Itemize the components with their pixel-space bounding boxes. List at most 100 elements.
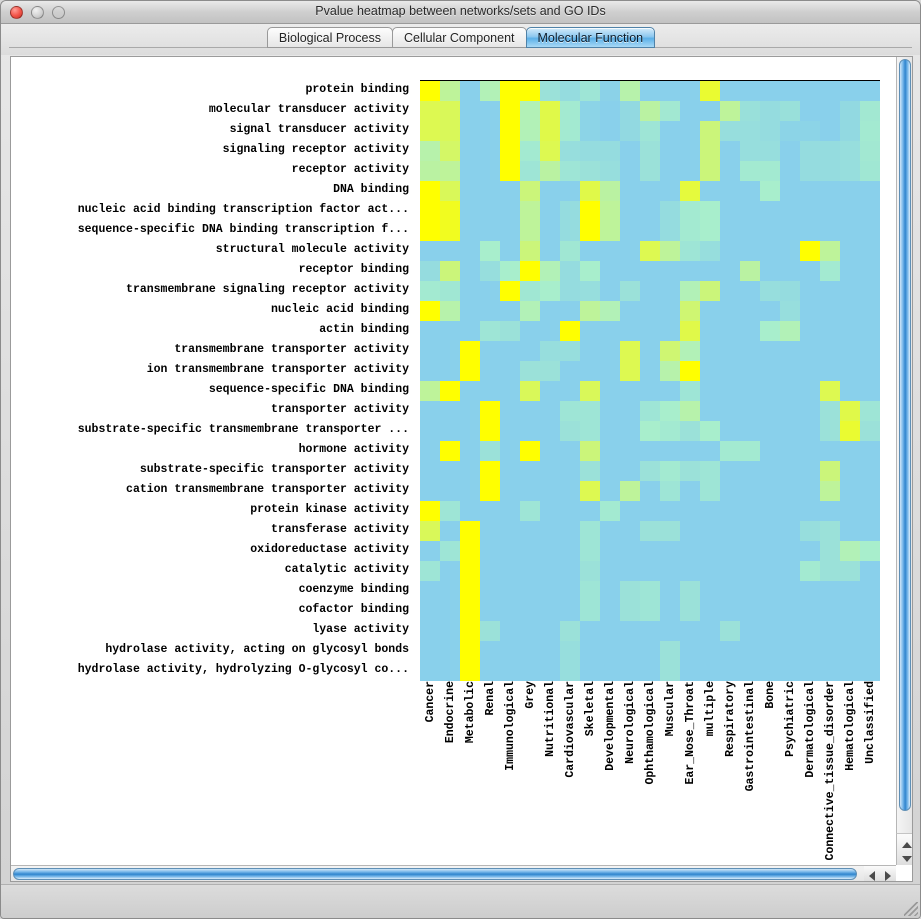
- heatmap-cell[interactable]: [520, 261, 540, 281]
- heatmap-cell[interactable]: [860, 201, 880, 221]
- heatmap-cell[interactable]: [760, 461, 780, 481]
- heatmap-cell[interactable]: [840, 541, 860, 561]
- heatmap-cell[interactable]: [480, 221, 500, 241]
- heatmap-cell[interactable]: [460, 121, 480, 141]
- heatmap-cell[interactable]: [500, 401, 520, 421]
- heatmap-cell[interactable]: [580, 621, 600, 641]
- heatmap-cell[interactable]: [780, 621, 800, 641]
- heatmap-cell[interactable]: [700, 301, 720, 321]
- heatmap-cell[interactable]: [860, 341, 880, 361]
- heatmap-cell[interactable]: [460, 661, 480, 681]
- heatmap-cell[interactable]: [600, 401, 620, 421]
- heatmap-cell[interactable]: [700, 541, 720, 561]
- heatmap-cell[interactable]: [800, 461, 820, 481]
- tab-biological-process[interactable]: Biological Process: [266, 27, 394, 48]
- heatmap-cell[interactable]: [440, 521, 460, 541]
- heatmap-cell[interactable]: [620, 361, 640, 381]
- heatmap-cell[interactable]: [660, 381, 680, 401]
- heatmap-cell[interactable]: [640, 201, 660, 221]
- heatmap-cell[interactable]: [840, 101, 860, 121]
- heatmap-cell[interactable]: [440, 301, 460, 321]
- heatmap-cell[interactable]: [840, 181, 860, 201]
- heatmap-cell[interactable]: [860, 521, 880, 541]
- heatmap-cell[interactable]: [640, 181, 660, 201]
- heatmap-cell[interactable]: [860, 381, 880, 401]
- heatmap-cell[interactable]: [520, 441, 540, 461]
- heatmap-cell[interactable]: [700, 381, 720, 401]
- heatmap-cell[interactable]: [800, 201, 820, 221]
- heatmap-cell[interactable]: [600, 541, 620, 561]
- heatmap-cell[interactable]: [440, 241, 460, 261]
- heatmap-cell[interactable]: [640, 641, 660, 661]
- heatmap-cell[interactable]: [780, 381, 800, 401]
- heatmap-cell[interactable]: [640, 541, 660, 561]
- heatmap-cell[interactable]: [660, 441, 680, 461]
- heatmap-cell[interactable]: [660, 281, 680, 301]
- heatmap-cell[interactable]: [820, 661, 840, 681]
- heatmap-cell[interactable]: [620, 241, 640, 261]
- heatmap-cell[interactable]: [560, 541, 580, 561]
- heatmap-cell[interactable]: [580, 481, 600, 501]
- heatmap-cell[interactable]: [860, 221, 880, 241]
- heatmap-cell[interactable]: [700, 421, 720, 441]
- heatmap-cell[interactable]: [700, 641, 720, 661]
- heatmap-cell[interactable]: [580, 521, 600, 541]
- heatmap-cell[interactable]: [720, 601, 740, 621]
- heatmap-cell[interactable]: [560, 561, 580, 581]
- heatmap-cell[interactable]: [540, 401, 560, 421]
- heatmap-cell[interactable]: [560, 161, 580, 181]
- heatmap-cell[interactable]: [660, 541, 680, 561]
- heatmap-cell[interactable]: [600, 361, 620, 381]
- heatmap-cell[interactable]: [500, 201, 520, 221]
- heatmap-cell[interactable]: [740, 261, 760, 281]
- heatmap-cell[interactable]: [760, 661, 780, 681]
- heatmap-cell[interactable]: [780, 121, 800, 141]
- heatmap-cell[interactable]: [740, 81, 760, 101]
- heatmap-cell[interactable]: [580, 261, 600, 281]
- heatmap-cell[interactable]: [680, 121, 700, 141]
- heatmap-cell[interactable]: [620, 541, 640, 561]
- heatmap-cell[interactable]: [820, 441, 840, 461]
- heatmap-cell[interactable]: [660, 601, 680, 621]
- heatmap-cell[interactable]: [460, 541, 480, 561]
- heatmap-cell[interactable]: [740, 661, 760, 681]
- heatmap-cell[interactable]: [800, 581, 820, 601]
- heatmap-cell[interactable]: [760, 641, 780, 661]
- heatmap-cell[interactable]: [560, 241, 580, 261]
- scroll-right-icon[interactable]: [885, 871, 891, 881]
- heatmap-cell[interactable]: [780, 161, 800, 181]
- heatmap-cell[interactable]: [580, 241, 600, 261]
- heatmap-cell[interactable]: [680, 81, 700, 101]
- heatmap-cell[interactable]: [780, 541, 800, 561]
- heatmap-cell[interactable]: [640, 141, 660, 161]
- heatmap-cell[interactable]: [500, 341, 520, 361]
- heatmap-cell[interactable]: [620, 641, 640, 661]
- heatmap-cell[interactable]: [560, 341, 580, 361]
- heatmap-cell[interactable]: [480, 161, 500, 181]
- heatmap-cell[interactable]: [460, 561, 480, 581]
- heatmap-cell[interactable]: [500, 421, 520, 441]
- heatmap-cell[interactable]: [700, 161, 720, 181]
- heatmap-cell[interactable]: [860, 321, 880, 341]
- heatmap-cell[interactable]: [540, 421, 560, 441]
- heatmap-cell[interactable]: [480, 241, 500, 261]
- heatmap-cell[interactable]: [840, 81, 860, 101]
- heatmap-cell[interactable]: [680, 241, 700, 261]
- heatmap-cell[interactable]: [460, 401, 480, 421]
- heatmap-cell[interactable]: [780, 661, 800, 681]
- heatmap-cell[interactable]: [740, 561, 760, 581]
- tab-molecular-function[interactable]: Molecular Function: [525, 27, 656, 48]
- heatmap-cell[interactable]: [480, 101, 500, 121]
- heatmap-cell[interactable]: [680, 381, 700, 401]
- heatmap-cell[interactable]: [640, 321, 660, 341]
- heatmap-cell[interactable]: [660, 301, 680, 321]
- heatmap-cell[interactable]: [540, 221, 560, 241]
- heatmap-cell[interactable]: [780, 281, 800, 301]
- heatmap-cell[interactable]: [640, 401, 660, 421]
- heatmap-cell[interactable]: [540, 341, 560, 361]
- heatmap-cell[interactable]: [420, 541, 440, 561]
- heatmap-cell[interactable]: [760, 221, 780, 241]
- heatmap-cell[interactable]: [820, 201, 840, 221]
- heatmap-cell[interactable]: [700, 441, 720, 461]
- heatmap-cell[interactable]: [820, 121, 840, 141]
